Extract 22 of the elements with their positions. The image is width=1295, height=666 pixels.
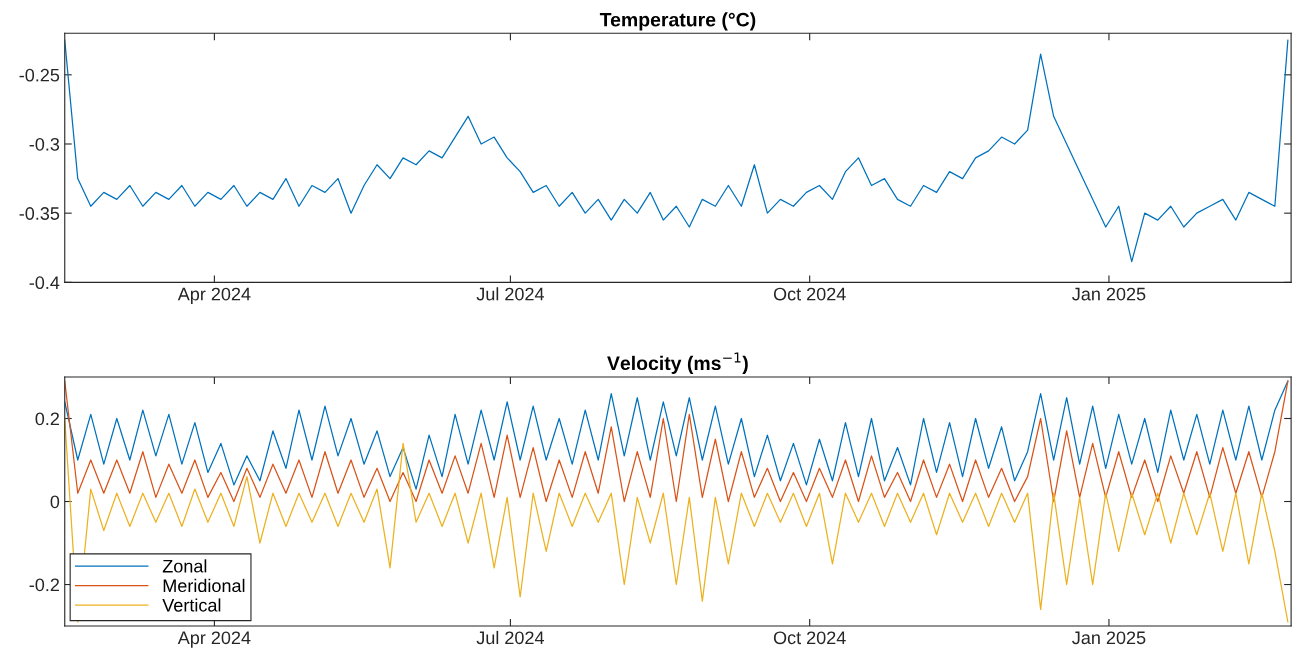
y-tick-label: 0 [50, 495, 60, 509]
x-tick-label: Jul 2024 [476, 287, 545, 301]
chart-title: Velocity (ms$^{−1}$) [607, 352, 748, 374]
line-series [64, 39, 1289, 263]
y-tick-label: -0.35 [19, 207, 60, 220]
x-tick-label: Jan 2025 [1072, 631, 1146, 645]
legend-label: Vertical [162, 598, 221, 612]
x-tick-label: Apr 2024 [177, 631, 251, 648]
legend-label: Zonal [162, 559, 207, 573]
x-tick-label: Oct 2024 [773, 631, 846, 645]
x-tick-label: Oct 2024 [773, 287, 846, 301]
legend-label: Meridional [163, 578, 245, 593]
y-tick-label: -0.4 [29, 276, 60, 290]
y-tick-label: 0.2 [35, 412, 59, 426]
x-tick-label: Jan 2025 [1072, 287, 1146, 301]
chart-title: Temperature (°C) [599, 12, 756, 31]
y-tick-label: -0.3 [29, 137, 60, 151]
x-tick-label: Jul 2024 [476, 630, 545, 645]
y-tick-label: -0.25 [19, 68, 60, 82]
x-tick-label: Apr 2024 [177, 287, 251, 305]
y-tick-label: -0.2 [29, 578, 59, 592]
line-series [64, 417, 1289, 623]
